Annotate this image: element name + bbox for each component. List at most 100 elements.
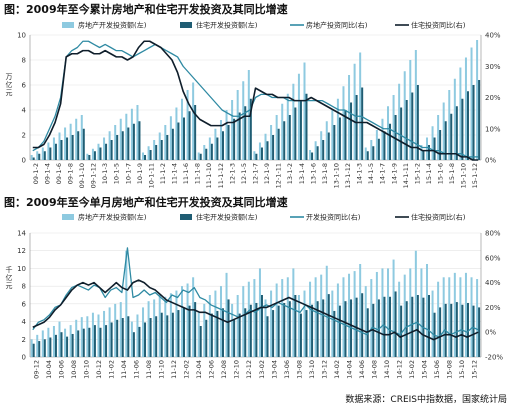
bar-total-investment (275, 115, 278, 160)
bar-residential-investment (327, 294, 330, 357)
bar-total-investment (448, 277, 451, 357)
bar-total-investment (437, 281, 440, 357)
bar-total-investment (136, 105, 139, 160)
legend-label: 住宅投资同比(右) (411, 213, 466, 222)
bar-total-investment (281, 279, 284, 357)
bar-residential-investment (77, 131, 80, 160)
bar-residential-investment (121, 318, 124, 357)
bar-total-investment (381, 118, 384, 160)
bar-residential-investment (455, 106, 458, 160)
x-tick-label: 11-1-8 (194, 163, 202, 184)
bar-total-investment (470, 47, 473, 160)
bar-total-investment (91, 312, 94, 357)
bar-total-investment (169, 293, 172, 357)
line-residential-yoy (32, 40, 479, 161)
x-tick-label: 15-06 (433, 360, 441, 379)
bar-total-investment (309, 281, 312, 357)
bar-total-investment (270, 125, 273, 160)
x-tick-label: 10-1-11 (147, 163, 155, 188)
bar-residential-investment (383, 296, 386, 357)
bar-residential-investment (283, 121, 286, 160)
bar-residential-investment (433, 137, 436, 160)
x-tick-label: 15-1-4 (425, 163, 433, 184)
x-tick-label: 13-02 (258, 360, 266, 379)
bar-total-investment (108, 307, 111, 357)
bar-total-investment (375, 130, 378, 160)
bar-residential-investment (439, 130, 442, 160)
bar-total-investment (64, 127, 67, 160)
chart-1-grid (29, 34, 482, 161)
bar-residential-investment (60, 140, 63, 160)
bar-total-investment (420, 268, 423, 357)
bar-total-investment (297, 73, 300, 160)
bar-residential-investment (283, 302, 286, 357)
bar-residential-investment (478, 307, 481, 357)
bar-total-investment (442, 277, 445, 357)
chart-2-bars (30, 250, 481, 357)
chart-1-bars (30, 40, 481, 160)
bar-residential-investment (322, 299, 325, 357)
bar-residential-investment (132, 123, 135, 160)
bar-total-investment (164, 296, 167, 357)
line-total-yoy (32, 247, 479, 338)
bar-total-investment (225, 272, 228, 357)
bar-total-investment (192, 277, 195, 357)
chart-2-lines (32, 247, 479, 341)
bar-residential-investment (260, 295, 263, 357)
y-tick-label: 0 (22, 354, 26, 362)
x-tick-label: 12-10 (233, 360, 241, 379)
bar-total-investment (348, 273, 351, 357)
bar-total-investment (214, 128, 217, 160)
bar-residential-investment (299, 313, 302, 357)
bar-total-investment (147, 146, 150, 160)
bar-residential-investment (166, 315, 169, 357)
x-tick-label: 09-1-10 (78, 163, 86, 188)
bar-residential-investment (355, 95, 358, 160)
bar-residential-investment (160, 312, 163, 357)
bar-residential-investment (377, 138, 380, 160)
bar-total-investment (175, 107, 178, 160)
x-tick-label: 14-1-7 (379, 163, 387, 184)
bar-total-investment (353, 63, 356, 160)
bar-total-investment (370, 279, 373, 357)
x-tick-label: 12-04 (195, 360, 203, 379)
bar-residential-investment (338, 117, 341, 160)
bar-total-investment (409, 60, 412, 160)
bar-total-investment (30, 155, 33, 160)
bar-total-investment (292, 83, 295, 160)
bar-total-investment (47, 327, 50, 357)
bar-residential-investment (121, 131, 124, 160)
bar-total-investment (108, 131, 111, 160)
bar-total-investment (114, 125, 117, 160)
x-tick-label: 09-1-2 (32, 163, 40, 184)
bar-total-investment (52, 326, 55, 357)
bar-residential-investment (255, 302, 258, 357)
y-tick-label: 6 (22, 300, 27, 308)
bar-residential-investment (99, 327, 102, 357)
x-tick-label: 14-1-9 (390, 163, 398, 184)
bar-residential-investment (199, 326, 202, 357)
bar-total-investment (86, 316, 89, 357)
bar-total-investment (247, 281, 250, 357)
legend-label: 房地产开发投资额(左) (78, 213, 147, 222)
bar-total-investment (186, 90, 189, 160)
bar-residential-investment (199, 153, 202, 160)
bar-total-investment (169, 116, 172, 160)
bar-residential-investment (344, 110, 347, 160)
bar-residential-investment (110, 322, 113, 357)
bar-residential-investment (149, 150, 152, 160)
y-tick-label: 6 (22, 82, 27, 90)
bar-residential-investment (244, 308, 247, 357)
chart-1-legend: 房地产开发投资额(左) 住宅开发投资额(左) 房地产投资同比(右) 住宅投资同比(右) (62, 21, 466, 30)
bar-residential-investment (439, 307, 442, 357)
bar-residential-investment (194, 302, 197, 357)
y-unit-label: 元 (6, 282, 13, 290)
bar-total-investment (342, 277, 345, 357)
legend-label: 住宅投资同比(右) (411, 21, 466, 30)
bar-residential-investment (188, 111, 191, 160)
bar-total-investment (258, 142, 261, 160)
x-tick-label: 14-10 (383, 360, 391, 379)
bar-residential-investment (244, 106, 247, 160)
y-tick-label: 4 (22, 318, 27, 326)
x-tick-label: 15-1-10 (460, 163, 468, 188)
